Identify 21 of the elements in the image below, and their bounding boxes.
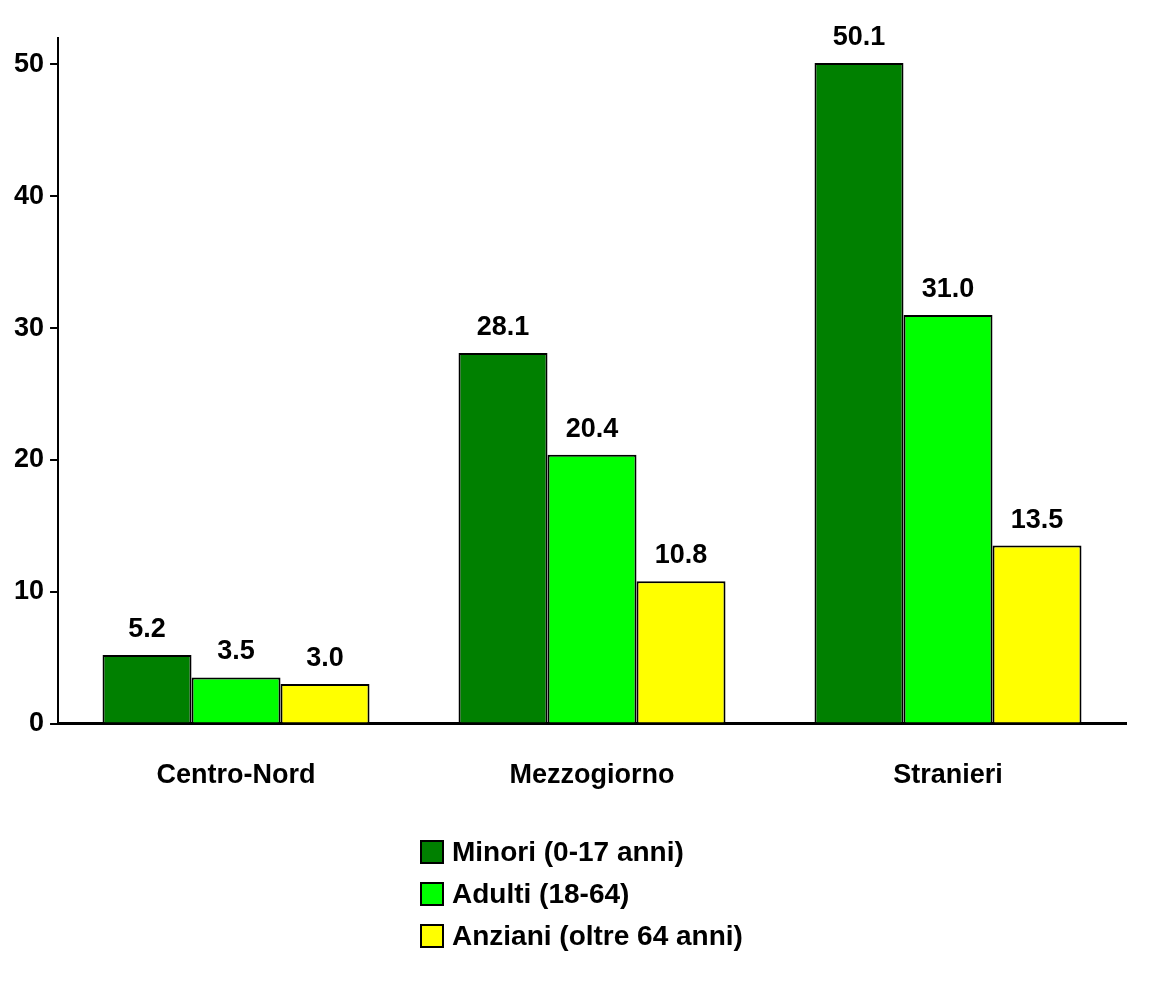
- y-tick-label: 20: [13, 443, 45, 474]
- text: 20.4: [565, 412, 619, 443]
- x-tick-label: Mezzogiorno: [509, 759, 675, 790]
- legend-label: Anziani (oltre 64 anni): [452, 920, 743, 952]
- y-tick-label: 10: [13, 575, 45, 606]
- text: 31.0: [921, 272, 975, 303]
- text: 3.5: [217, 635, 255, 666]
- legend-label: Minori (0-17 anni): [452, 836, 684, 868]
- x-tick-label: Stranieri: [893, 759, 1003, 790]
- text: 50.1: [832, 21, 886, 51]
- text: 10.8: [654, 539, 708, 570]
- x-tick-label: Centro-Nord: [156, 759, 316, 790]
- text: 5.2: [128, 612, 166, 643]
- y-tick-label: 0: [29, 707, 45, 738]
- y-tick-label: 50: [13, 47, 45, 78]
- text: 13.5: [1010, 503, 1064, 534]
- text: 28.1: [476, 311, 530, 342]
- legend-label: Adulti (18-64): [452, 878, 630, 910]
- y-tick-label: 30: [13, 311, 45, 342]
- y-tick-label: 40: [13, 179, 45, 210]
- text: 3.0: [306, 642, 344, 672]
